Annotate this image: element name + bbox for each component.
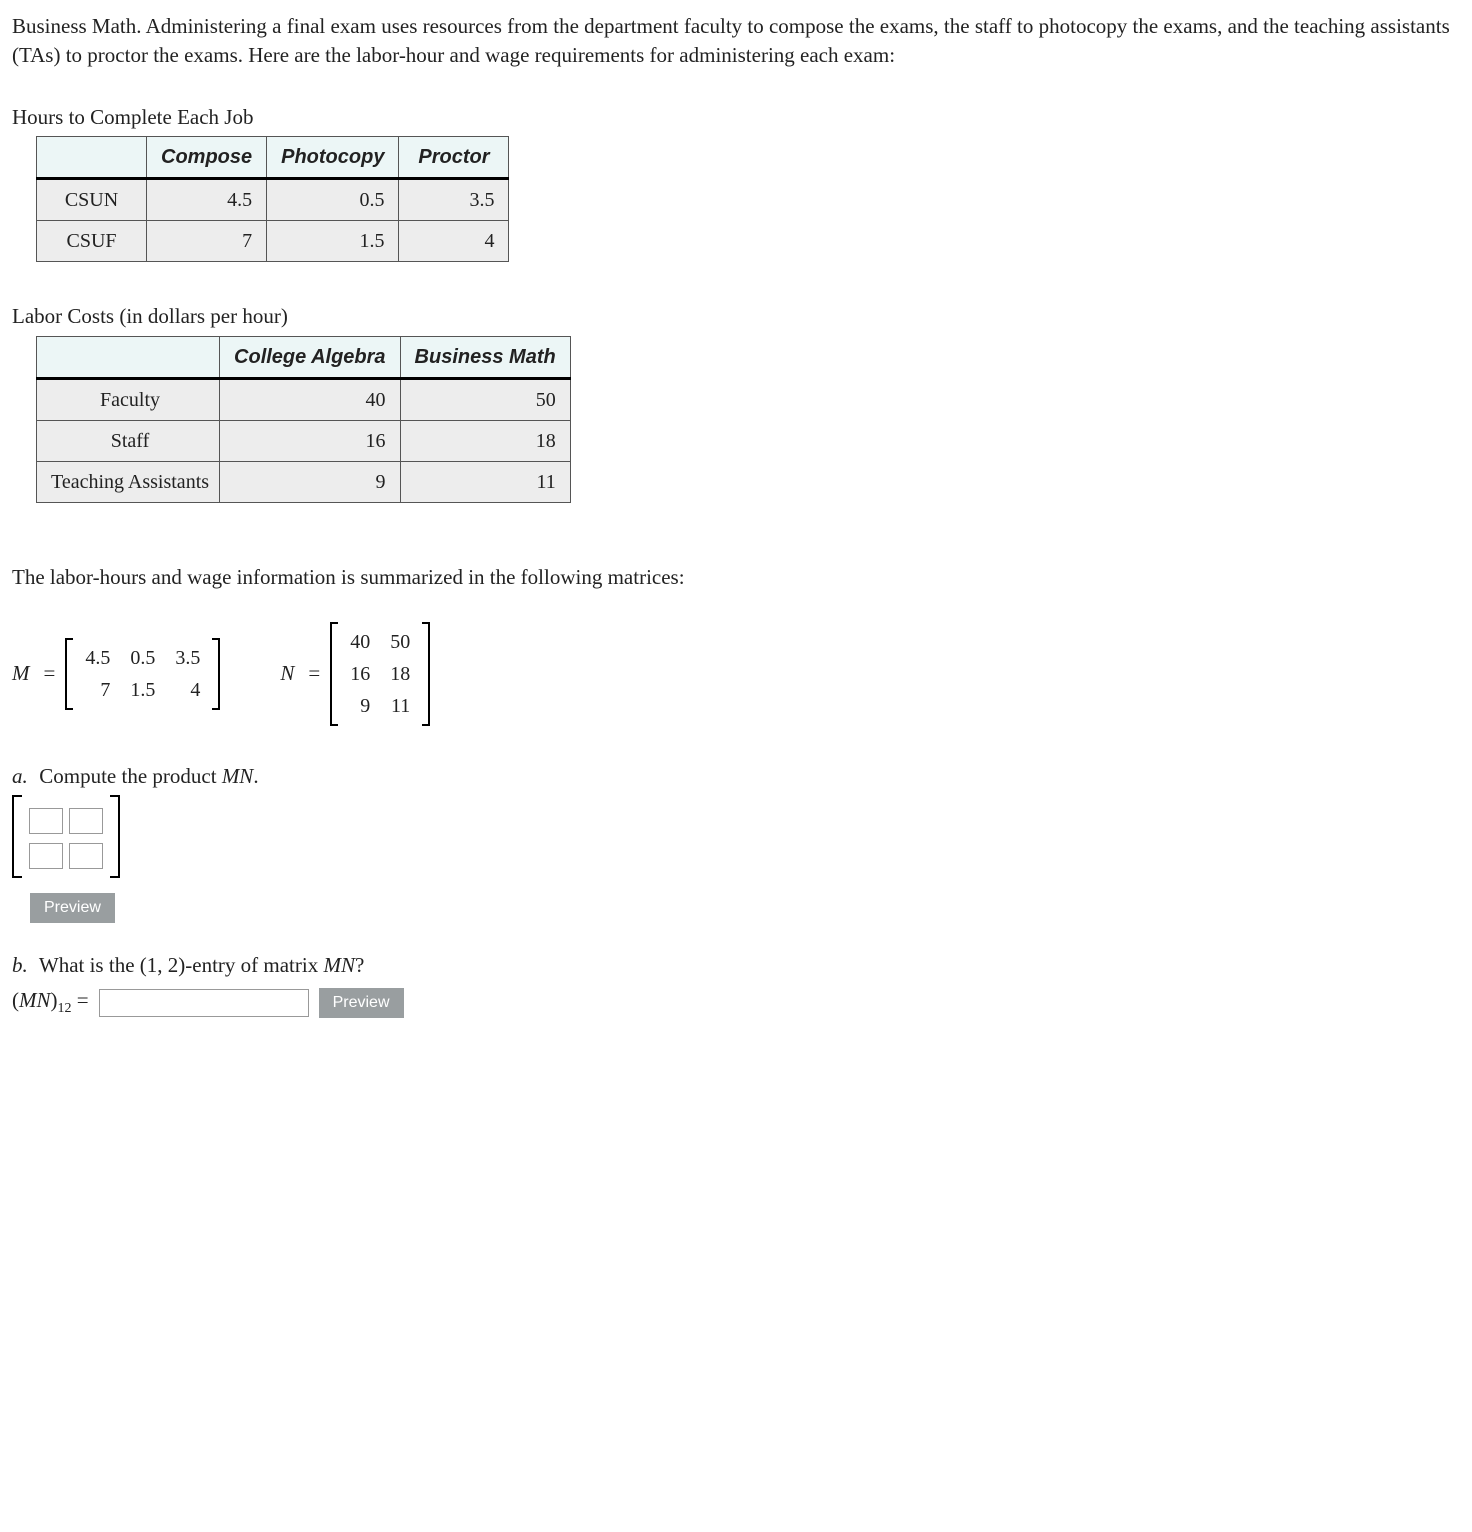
table-row: Staff 16 18 [37, 420, 571, 461]
lhs-mn: MN [19, 988, 51, 1012]
t2-cell: 18 [400, 420, 570, 461]
t1-cell: 3.5 [399, 179, 509, 221]
matrix-m-label: M [12, 659, 30, 688]
lhs-close: ) [51, 988, 58, 1012]
table-row: Faculty 40 50 [37, 378, 571, 420]
m-cell: 7 [75, 674, 120, 706]
table1-header-0: Compose [147, 137, 267, 179]
t1-row1-label: CSUF [37, 221, 147, 262]
summary-text: The labor-hours and wage information is … [12, 563, 1460, 592]
lhs-sub: 12 [58, 1001, 72, 1016]
bracket-left-icon [330, 622, 338, 726]
question-a: a. Compute the product MN. Preview [12, 762, 1460, 923]
mn-cell-00-input[interactable] [29, 808, 63, 834]
table2-header-1: Business Math [400, 336, 570, 378]
qb-label: b. [12, 951, 34, 980]
t2-row2-label: Teaching Assistants [37, 461, 220, 502]
qb-mn: MN [323, 953, 355, 977]
m-cell: 4 [165, 674, 210, 706]
question-b: b. What is the (1, 2)-entry of matrix MN… [12, 951, 1460, 1019]
n-cell: 11 [380, 690, 420, 722]
entry-line: (MN)12 = Preview [12, 986, 1460, 1019]
intro-paragraph: Business Math. Administering a final exa… [12, 12, 1460, 71]
matrices-row: M = 4.5 0.5 3.5 7 1.5 4 N = [12, 622, 1460, 726]
table-row: CSUF 7 1.5 4 [37, 221, 509, 262]
table1-header-1: Photocopy [267, 137, 399, 179]
mn-cell-11-input[interactable] [69, 843, 103, 869]
n-cell: 18 [380, 658, 420, 690]
matrix-n: 40 50 16 18 9 11 [330, 622, 430, 726]
t1-cell: 0.5 [267, 179, 399, 221]
qa-text-suffix: . [253, 764, 258, 788]
preview-button-b[interactable]: Preview [319, 988, 404, 1018]
bracket-right-icon [422, 622, 430, 726]
matrix-n-eq: N = 40 50 16 18 9 11 [280, 622, 430, 726]
t2-cell: 16 [220, 420, 401, 461]
t2-row0-label: Faculty [37, 378, 220, 420]
table-row: Teaching Assistants 9 11 [37, 461, 571, 502]
m-cell: 1.5 [120, 674, 165, 706]
qb-text: What is the (1, 2)-entry of matrix MN? [39, 953, 364, 977]
m-cell: 3.5 [165, 642, 210, 674]
table2-header-0: College Algebra [220, 336, 401, 378]
table1-corner [37, 137, 147, 179]
hours-table: Compose Photocopy Proctor CSUN 4.5 0.5 3… [36, 136, 509, 262]
table2-title: Labor Costs (in dollars per hour) [12, 302, 1460, 331]
m-cell: 0.5 [120, 642, 165, 674]
preview-button-a[interactable]: Preview [30, 893, 115, 923]
table-row: CSUN 4.5 0.5 3.5 [37, 179, 509, 221]
n-cell: 9 [340, 690, 380, 722]
table1-header-2: Proctor [399, 137, 509, 179]
mn-cell-01-input[interactable] [69, 808, 103, 834]
lhs-eq: = [72, 988, 89, 1012]
t1-cell: 7 [147, 221, 267, 262]
qa-text-prefix: Compute the product [39, 764, 222, 788]
t2-cell: 9 [220, 461, 401, 502]
t2-cell: 50 [400, 378, 570, 420]
bracket-left-icon [65, 638, 73, 710]
equals-sign: = [44, 659, 56, 688]
qa-text: Compute the product MN. [39, 764, 258, 788]
matrix-n-label: N [280, 659, 294, 688]
lhs-open: ( [12, 988, 19, 1012]
n-cell: 16 [340, 658, 380, 690]
bracket-left-icon [12, 795, 22, 878]
mn-cell-10-input[interactable] [29, 843, 63, 869]
t2-cell: 11 [400, 461, 570, 502]
bracket-right-icon [110, 795, 120, 878]
matrix-m: 4.5 0.5 3.5 7 1.5 4 [65, 638, 220, 710]
m-cell: 4.5 [75, 642, 120, 674]
t2-row1-label: Staff [37, 420, 220, 461]
mn12-input[interactable] [99, 989, 309, 1017]
t1-row0-label: CSUN [37, 179, 147, 221]
t2-cell: 40 [220, 378, 401, 420]
table1-title: Hours to Complete Each Job [12, 103, 1460, 132]
n-cell: 40 [340, 626, 380, 658]
qa-mn: MN [222, 764, 254, 788]
equals-sign: = [308, 659, 320, 688]
answer-matrix-input [12, 795, 120, 878]
n-cell: 50 [380, 626, 420, 658]
table2-corner [37, 336, 220, 378]
t1-cell: 4 [399, 221, 509, 262]
qb-text-prefix: What is the (1, 2)-entry of matrix [39, 953, 324, 977]
labor-costs-table: College Algebra Business Math Faculty 40… [36, 336, 571, 503]
qb-text-suffix: ? [355, 953, 364, 977]
qa-label: a. [12, 762, 34, 791]
matrix-m-eq: M = 4.5 0.5 3.5 7 1.5 4 [12, 638, 220, 710]
mn12-lhs: (MN)12 = [12, 986, 89, 1019]
bracket-right-icon [212, 638, 220, 710]
t1-cell: 4.5 [147, 179, 267, 221]
t1-cell: 1.5 [267, 221, 399, 262]
